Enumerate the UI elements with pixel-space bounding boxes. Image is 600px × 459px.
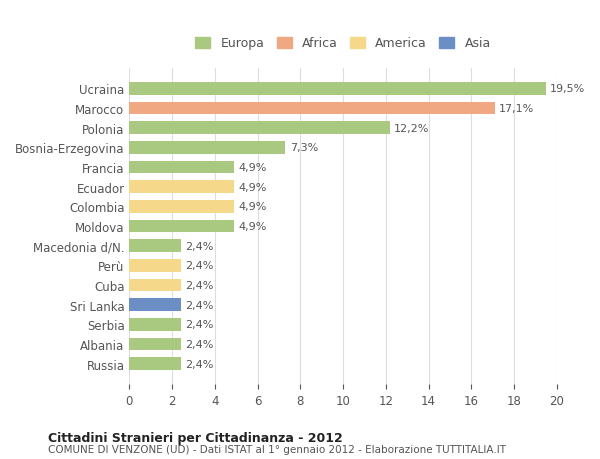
Text: 4,9%: 4,9% (238, 222, 267, 231)
Bar (130, 318, 181, 331)
Text: 2,4%: 2,4% (185, 300, 213, 310)
Text: 2,4%: 2,4% (185, 319, 213, 330)
Text: 2,4%: 2,4% (185, 261, 213, 271)
Bar (130, 181, 234, 194)
Bar (130, 279, 181, 292)
Legend: Europa, Africa, America, Asia: Europa, Africa, America, Asia (191, 34, 494, 54)
Bar (130, 338, 181, 351)
Bar (130, 201, 234, 213)
Bar (130, 240, 181, 252)
Bar (130, 299, 181, 311)
Text: 4,9%: 4,9% (238, 182, 267, 192)
Bar (130, 142, 286, 154)
Bar (130, 102, 495, 115)
Text: 7,3%: 7,3% (290, 143, 318, 153)
Text: 4,9%: 4,9% (238, 162, 267, 173)
Bar (130, 161, 234, 174)
Text: 2,4%: 2,4% (185, 359, 213, 369)
Bar (130, 259, 181, 272)
Text: Cittadini Stranieri per Cittadinanza - 2012: Cittadini Stranieri per Cittadinanza - 2… (48, 431, 343, 444)
Text: 4,9%: 4,9% (238, 202, 267, 212)
Text: 2,4%: 2,4% (185, 280, 213, 291)
Bar (130, 122, 390, 135)
Bar (130, 220, 234, 233)
Text: 2,4%: 2,4% (185, 241, 213, 251)
Text: COMUNE DI VENZONE (UD) - Dati ISTAT al 1° gennaio 2012 - Elaborazione TUTTITALIA: COMUNE DI VENZONE (UD) - Dati ISTAT al 1… (48, 444, 506, 454)
Bar (130, 358, 181, 370)
Text: 19,5%: 19,5% (550, 84, 586, 94)
Bar (130, 83, 546, 95)
Text: 12,2%: 12,2% (394, 123, 430, 134)
Text: 17,1%: 17,1% (499, 104, 534, 114)
Text: 2,4%: 2,4% (185, 339, 213, 349)
